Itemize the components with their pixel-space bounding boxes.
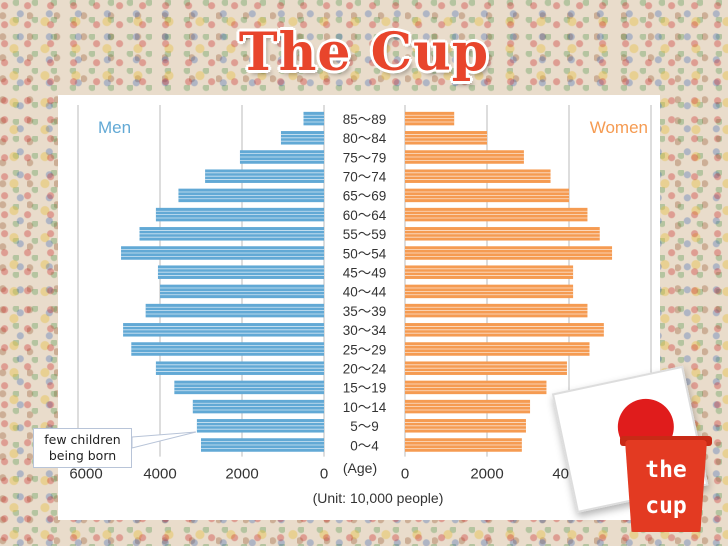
population-pyramid-chart: 85〜89 80〜84 75〜79 70〜74 65〜69 60〜64 55〜59 50〜54… (58, 95, 660, 520)
tick-men-4000: 4000 (143, 466, 176, 483)
annotation-callout: few children being born (33, 428, 132, 468)
bar-men-40~44 (160, 284, 324, 299)
bar-women-75~79 (405, 150, 524, 164)
bar-women-35~39 (405, 303, 588, 318)
bar-men-25~29 (131, 342, 324, 356)
age-label-75~79: 75〜79 (343, 150, 387, 165)
age-label-5~9: 5〜9 (350, 419, 379, 434)
tick-men-6000: 6000 (69, 466, 102, 483)
age-label-60~64: 60〜64 (343, 208, 387, 223)
bar-women-80~84 (405, 131, 487, 145)
age-label-35~39: 35〜39 (343, 304, 387, 319)
bar-women-30~34 (405, 323, 604, 337)
bar-women-65~69 (405, 188, 569, 203)
bar-men-30~34 (123, 323, 324, 337)
bar-men-65~69 (178, 188, 324, 203)
age-label-0~4: 0〜4 (350, 438, 379, 453)
age-label-15~19: 15〜19 (343, 381, 387, 396)
bar-men-10~14 (192, 399, 324, 414)
bar-men-60~64 (155, 207, 324, 222)
tick-women-0: 0 (401, 466, 409, 483)
bar-men-75~79 (239, 150, 324, 164)
bar-women-45~49 (405, 265, 574, 279)
age-labels: 85〜89 80〜84 75〜79 70〜74 65〜69 60〜64 55〜59 50〜54… (343, 112, 387, 453)
age-label-55~59: 55〜59 (343, 227, 387, 242)
bar-women-40~44 (405, 284, 574, 299)
bar-women-60~64 (405, 207, 588, 222)
age-label-80~84: 80〜84 (343, 131, 387, 146)
age-label-85~89: 85〜89 (343, 112, 387, 127)
tick-women-2000: 2000 (470, 466, 503, 483)
annotation-line-2: being born (48, 448, 117, 463)
bar-women-50~54 (405, 246, 613, 260)
bar-women-5~9 (405, 419, 526, 433)
age-label-70~74: 70〜74 (343, 169, 387, 184)
age-label-40~44: 40〜44 (343, 285, 387, 300)
age-axis-label: (Age) (343, 460, 377, 476)
bar-women-70~74 (405, 169, 551, 183)
women-label: Women (590, 118, 648, 137)
cup-icon (625, 440, 707, 532)
age-label-45~49: 45〜49 (343, 265, 387, 280)
tick-men-0: 0 (320, 466, 328, 483)
bar-women-0~4 (405, 438, 522, 452)
age-label-20~24: 20〜24 (343, 361, 387, 376)
bars (121, 111, 613, 452)
bar-men-85~89 (303, 111, 324, 126)
bar-men-0~4 (201, 438, 324, 452)
slide-title: The Cup (238, 22, 490, 83)
men-label: Men (98, 118, 131, 137)
cup-label-line-1: the (645, 457, 687, 483)
bar-men-45~49 (157, 265, 324, 279)
bar-men-5~9 (196, 419, 324, 433)
x-axis-ticks: 6000400020000020004000 (69, 466, 585, 483)
bar-men-70~74 (205, 169, 324, 183)
pyramid-svg: 85〜89 80〜84 75〜79 70〜74 65〜69 60〜64 55〜59 50〜54… (69, 105, 652, 506)
bar-women-85~89 (405, 111, 455, 126)
bar-women-25~29 (405, 342, 590, 356)
bar-women-10~14 (405, 399, 531, 414)
age-label-65~69: 65〜69 (343, 189, 387, 204)
annotation-line-1: few children (44, 432, 121, 447)
age-label-30~34: 30〜34 (343, 323, 387, 338)
bar-men-15~19 (174, 380, 324, 395)
bar-women-20~24 (405, 361, 567, 375)
bar-women-15~19 (405, 380, 547, 395)
bar-men-35~39 (145, 303, 324, 318)
bar-men-50~54 (121, 246, 324, 260)
bar-women-55~59 (405, 227, 600, 241)
unit-label: (Unit: 10,000 people) (313, 490, 444, 506)
age-label-50~54: 50〜54 (343, 246, 387, 261)
bar-men-55~59 (139, 227, 324, 241)
tick-men-2000: 2000 (225, 466, 258, 483)
age-label-25~29: 25〜29 (343, 342, 387, 357)
bar-men-20~24 (155, 361, 324, 375)
cup-label: the cup (625, 452, 707, 524)
age-label-10~14: 10〜14 (343, 400, 387, 415)
cup-label-line-2: cup (645, 493, 687, 519)
bar-men-80~84 (280, 131, 324, 145)
